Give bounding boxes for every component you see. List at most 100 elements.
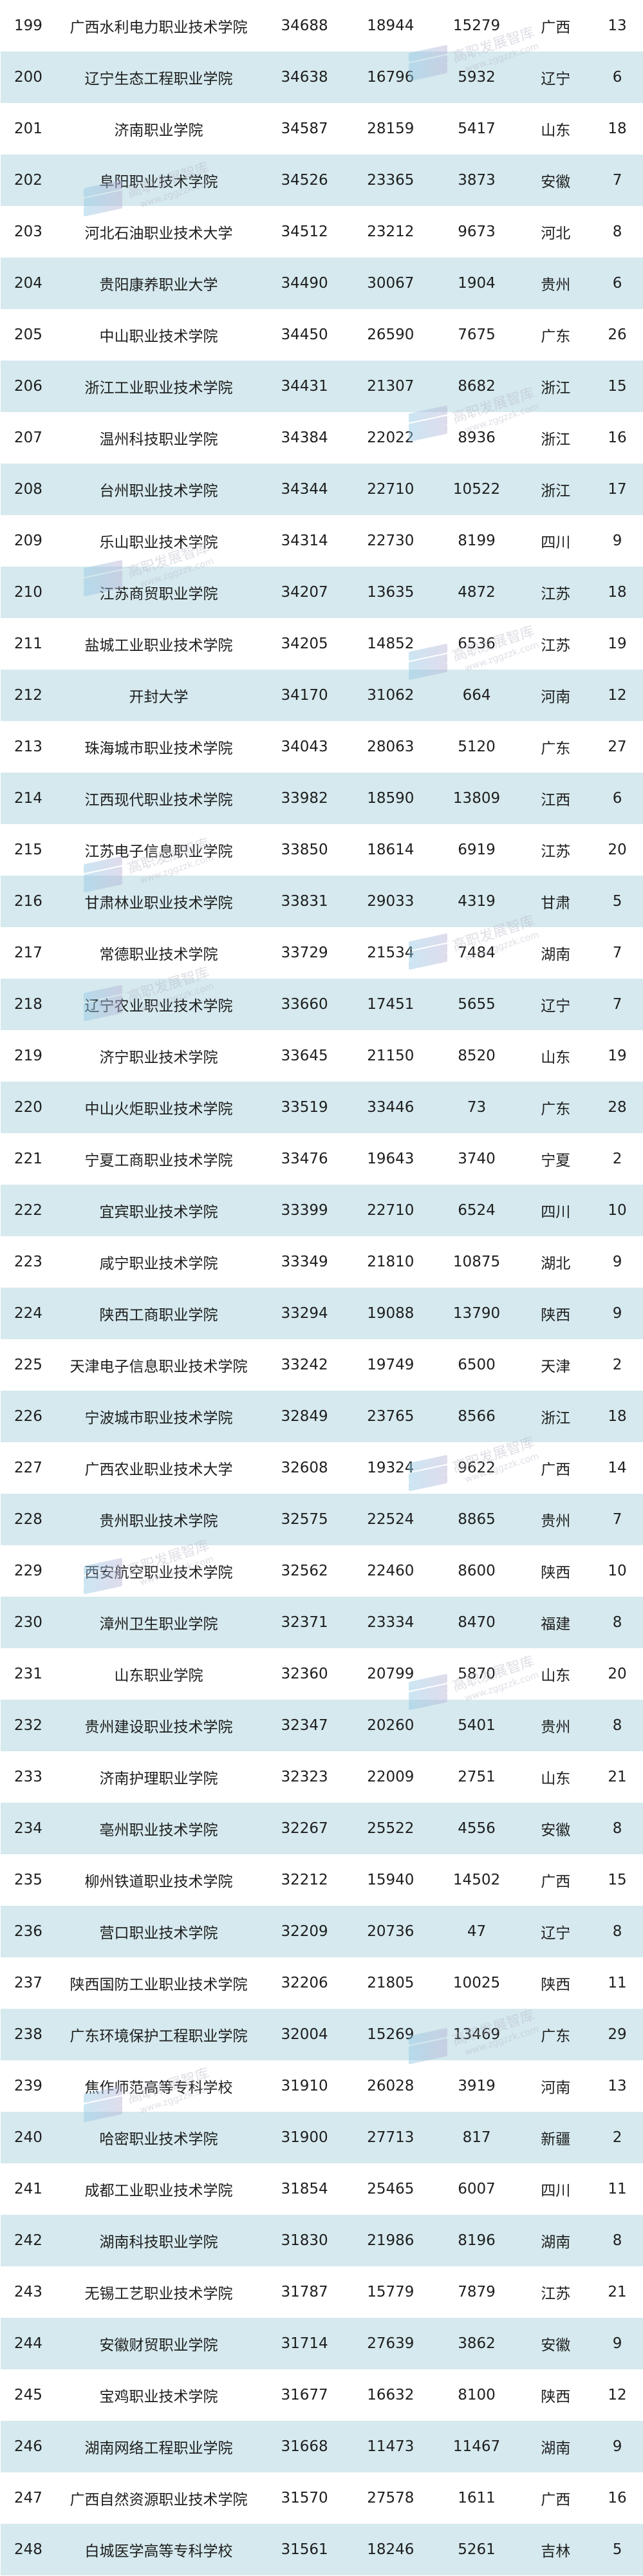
cell-school-name: 阜阳职业技术学院 xyxy=(99,174,218,191)
cell-value-total: 34688 xyxy=(281,17,328,34)
cell-rank: 237 xyxy=(14,1975,42,1991)
cell-count: 16 xyxy=(608,429,627,446)
cell-province: 山东 xyxy=(541,1668,571,1684)
cell-school-name: 陕西国防工业职业技术学院 xyxy=(70,1977,248,1993)
cell-value-b: 6919 xyxy=(458,841,496,858)
cell-rank: 223 xyxy=(14,1254,42,1270)
cell-rank: 236 xyxy=(14,1923,42,1940)
cell-value-a: 28159 xyxy=(367,120,415,137)
table-row: 247 广西自然资源职业技术学院 31570 27578 1611 广西 16 xyxy=(1,2472,643,2524)
cell-value-b: 14502 xyxy=(452,1872,501,1888)
cell-province: 河南 xyxy=(541,689,571,706)
cell-rank: 205 xyxy=(14,326,42,343)
cell-value-b: 8100 xyxy=(458,2387,496,2403)
cell-rank: 199 xyxy=(14,17,42,34)
table-row: 222 宜宾职业技术学院 33399 22710 6524 四川 10 xyxy=(1,1185,643,1236)
cell-count: 2 xyxy=(612,1357,622,1373)
cell-value-b: 3740 xyxy=(458,1151,496,1167)
cell-count: 7 xyxy=(612,996,622,1013)
cell-value-total: 33349 xyxy=(281,1254,328,1270)
cell-value-b: 5417 xyxy=(458,120,496,137)
cell-value-a: 26028 xyxy=(367,2078,415,2094)
cell-value-total: 34170 xyxy=(281,687,328,704)
cell-value-a: 16632 xyxy=(367,2387,415,2403)
table-row: 201 济南职业学院 34587 28159 5417 山东 18 xyxy=(1,103,643,155)
cell-count: 9 xyxy=(612,532,622,549)
cell-rank: 207 xyxy=(14,429,42,446)
cell-rank: 233 xyxy=(14,1769,42,1785)
cell-count: 8 xyxy=(612,2232,622,2249)
cell-school-name: 珠海城市职业技术学院 xyxy=(84,740,233,757)
cell-count: 7 xyxy=(612,172,622,189)
cell-province: 安徽 xyxy=(541,174,571,191)
cell-count: 26 xyxy=(608,326,627,343)
cell-value-total: 32562 xyxy=(281,1563,328,1579)
cell-count: 6 xyxy=(612,69,622,86)
cell-value-b: 6536 xyxy=(458,635,496,652)
cell-province: 新疆 xyxy=(541,2131,571,2148)
cell-province: 江西 xyxy=(541,792,571,809)
cell-province: 浙江 xyxy=(541,1410,571,1427)
cell-value-a: 18614 xyxy=(367,841,415,858)
cell-value-b: 13469 xyxy=(452,2026,501,2043)
cell-count: 9 xyxy=(612,2335,622,2352)
table-row: 204 贵阳康养职业大学 34490 30067 1904 贵州 6 xyxy=(1,258,643,309)
cell-value-a: 22730 xyxy=(367,532,415,549)
cell-school-name: 广西自然资源职业技术学院 xyxy=(70,2492,248,2508)
table-row: 205 中山职业技术学院 34450 26590 7675 广东 26 xyxy=(1,309,643,361)
table-row: 237 陕西国防工业职业技术学院 32206 21805 10025 陕西 11 xyxy=(1,1957,643,2009)
cell-count: 6 xyxy=(612,275,622,292)
cell-province: 浙江 xyxy=(541,431,571,448)
cell-school-name: 亳州职业技术学院 xyxy=(99,1822,218,1839)
cell-value-a: 21810 xyxy=(367,1254,415,1270)
cell-rank: 231 xyxy=(14,1666,42,1682)
table-row: 221 宁夏工商职业技术学院 33476 19643 3740 宁夏 2 xyxy=(1,1133,643,1185)
cell-rank: 218 xyxy=(14,996,42,1013)
cell-value-total: 34043 xyxy=(281,738,328,755)
cell-value-b: 3862 xyxy=(458,2335,496,2352)
cell-province: 山东 xyxy=(541,1771,571,1787)
cell-school-name: 宝鸡职业技术学院 xyxy=(99,2389,218,2405)
cell-province: 陕西 xyxy=(541,1565,571,1581)
cell-count: 8 xyxy=(612,1820,622,1837)
cell-value-a: 15940 xyxy=(367,1872,415,1888)
cell-value-total: 31854 xyxy=(281,2181,328,2197)
table-row: 244 安徽财贸职业学院 31714 27639 3862 安徽 9 xyxy=(1,2318,643,2369)
cell-value-total: 31570 xyxy=(281,2490,328,2506)
cell-rank: 220 xyxy=(14,1099,42,1116)
table-row: 203 河北石油职业技术大学 34512 23212 9673 河北 8 xyxy=(1,206,643,258)
cell-rank: 219 xyxy=(14,1048,42,1064)
cell-value-a: 21986 xyxy=(367,2232,415,2249)
cell-count: 17 xyxy=(608,481,627,498)
table-row: 220 中山火炬职业技术学院 33519 33446 73 广东 28 xyxy=(1,1082,643,1133)
cell-value-b: 9622 xyxy=(458,1460,496,1476)
cell-rank: 241 xyxy=(14,2181,42,2197)
cell-value-a: 18590 xyxy=(367,790,415,807)
cell-value-b: 8682 xyxy=(458,378,496,395)
cell-province: 陕西 xyxy=(541,2389,571,2405)
cell-province: 湖北 xyxy=(541,1255,571,1272)
cell-value-b: 10025 xyxy=(452,1975,501,1991)
cell-value-b: 4319 xyxy=(458,893,496,910)
cell-province: 江苏 xyxy=(541,2286,571,2302)
cell-value-b: 8520 xyxy=(458,1048,496,1064)
cell-value-total: 34205 xyxy=(281,635,328,652)
cell-school-name: 盐城工业职业技术学院 xyxy=(84,637,233,654)
cell-value-b: 8865 xyxy=(458,1511,496,1528)
cell-school-name: 湖南网络工程职业学院 xyxy=(84,2440,233,2457)
cell-value-total: 33519 xyxy=(281,1099,328,1116)
cell-value-total: 33242 xyxy=(281,1357,328,1373)
cell-rank: 229 xyxy=(14,1563,42,1579)
cell-school-name: 乐山职业技术学院 xyxy=(99,534,218,551)
cell-rank: 216 xyxy=(14,893,42,910)
cell-value-b: 6524 xyxy=(458,1202,496,1219)
cell-value-b: 3873 xyxy=(458,172,496,189)
cell-school-name: 辽宁生态工程职业学院 xyxy=(84,71,233,88)
cell-count: 14 xyxy=(608,1460,627,1476)
cell-value-a: 31062 xyxy=(367,687,415,704)
cell-value-total: 33294 xyxy=(281,1305,328,1322)
cell-count: 19 xyxy=(608,635,627,652)
cell-count: 21 xyxy=(608,2284,627,2300)
table-row: 210 江苏商贸职业学院 34207 13635 4872 江苏 18 xyxy=(1,567,643,618)
cell-value-a: 28063 xyxy=(367,738,415,755)
